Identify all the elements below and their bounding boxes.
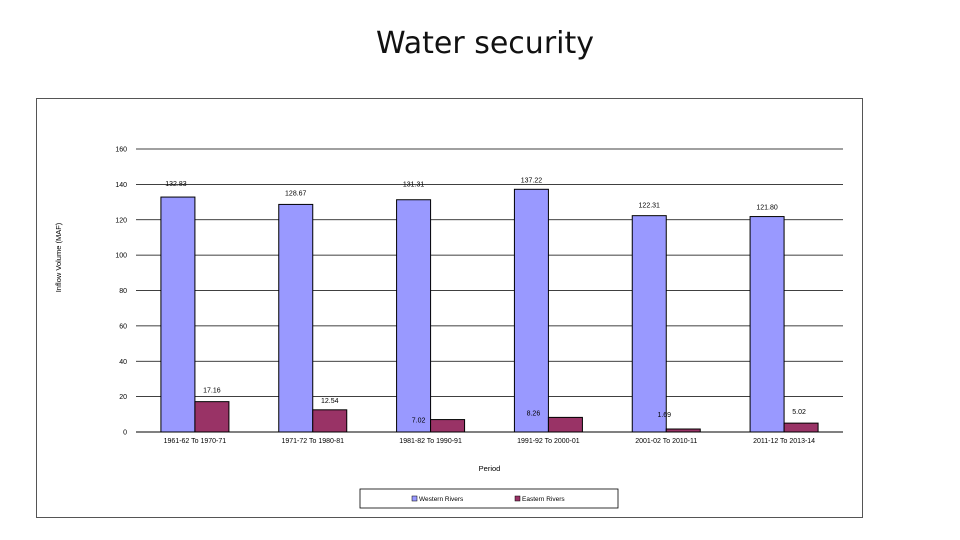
y-tick-label: 100: [115, 253, 127, 260]
y-axis-title: Inflow Volume (MAF): [54, 222, 63, 292]
bars: [160, 188, 819, 433]
y-tick-label: 140: [115, 182, 127, 189]
bar-western-rivers: [749, 216, 785, 433]
data-label-western-rivers: 122.31: [639, 203, 661, 210]
bar-eastern-rivers: [194, 401, 230, 433]
legend-swatch-eastern-rivers: [514, 495, 521, 502]
bar-eastern-rivers: [312, 409, 348, 433]
bar-eastern-rivers: [783, 422, 819, 433]
y-tick-label: 80: [119, 288, 127, 295]
bar-western-rivers: [513, 188, 549, 433]
data-label-eastern-rivers: 1.69: [657, 412, 671, 419]
y-tick-label: 20: [119, 394, 127, 401]
y-tick-label: 0: [123, 430, 127, 437]
data-label-western-rivers: 137.22: [521, 177, 543, 184]
data-label-western-rivers: 121.80: [756, 205, 778, 212]
bar-eastern-rivers: [547, 416, 583, 433]
x-tick-label: 2011-12 To 2013-14: [753, 438, 815, 445]
bar-eastern-rivers: [430, 419, 466, 433]
y-tick-label: 120: [115, 217, 127, 224]
legend-swatch-western-rivers: [411, 495, 418, 502]
data-label-eastern-rivers: 7.02: [412, 418, 426, 425]
data-label-eastern-rivers: 17.16: [203, 388, 221, 395]
data-label-western-rivers: 131.31: [403, 182, 425, 189]
x-axis-title: Period: [479, 464, 501, 473]
legend: Western Rivers Eastern Rivers: [359, 488, 619, 509]
gridlines: [136, 148, 843, 398]
legend-box: [359, 488, 619, 509]
bar-western-rivers: [631, 215, 667, 433]
x-tick-labels: 1961-62 To 1970-71 1971-72 To 1980-81 1981…: [164, 438, 816, 445]
data-labels: 132.83 17.16 128.67 12.54 131.31 7.02 137.22 8.…: [165, 177, 806, 424]
y-tick-labels: 0 20 40 60 80 100 120 140 160: [115, 147, 127, 437]
x-tick-label: 1991-92 To 2000-01: [517, 438, 580, 445]
y-tick-label: 160: [115, 147, 127, 154]
x-tick-label: 2001-02 To 2010-11: [635, 438, 697, 445]
chart-frame: 0 20 40 60 80 100 120 140 160 132.83 17.16 128.67 1…: [36, 98, 863, 518]
legend-label-western-rivers: Western Rivers: [419, 496, 464, 503]
legend-label-eastern-rivers: Eastern Rivers: [522, 496, 565, 503]
y-tick-label: 60: [119, 323, 127, 330]
data-label-western-rivers: 132.83: [165, 181, 187, 188]
data-label-eastern-rivers: 5.02: [792, 409, 806, 416]
bar-western-rivers: [396, 199, 432, 433]
bar-western-rivers: [278, 203, 314, 433]
data-label-eastern-rivers: 8.26: [527, 410, 541, 417]
x-tick-label: 1981-82 To 1990-91: [399, 438, 462, 445]
bar-western-rivers: [160, 196, 196, 433]
slide-title: Water security: [376, 26, 594, 61]
data-label-western-rivers: 128.67: [285, 190, 307, 197]
y-tick-label: 40: [119, 359, 127, 366]
data-label-eastern-rivers: 12.54: [321, 398, 339, 405]
x-tick-label: 1971-72 To 1980-81: [281, 438, 344, 445]
x-tick-label: 1961-62 To 1970-71: [164, 438, 227, 445]
